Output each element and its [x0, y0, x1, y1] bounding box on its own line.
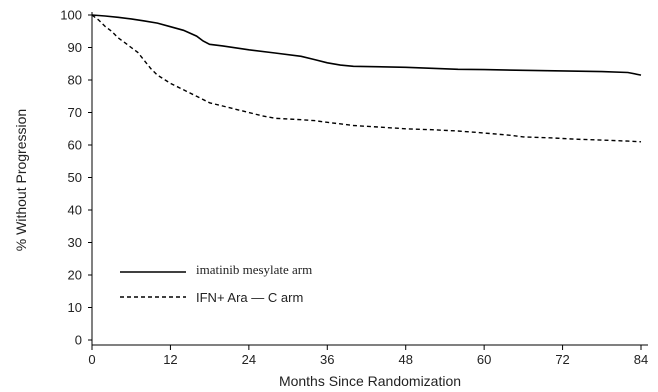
y-tick-label: 50: [68, 170, 82, 185]
y-tick-label: 70: [68, 105, 82, 120]
y-tick-label: 60: [68, 138, 82, 153]
legend: imatinib mesylate arm IFN+ Ara — C arm: [120, 262, 312, 305]
series-layer: [91, 14, 642, 143]
x-axis-title: Months Since Randomization: [279, 373, 461, 389]
x-tick-label: 60: [477, 352, 491, 367]
y-tick-label: 10: [68, 300, 82, 315]
x-tick-label: 84: [634, 352, 648, 367]
series-line-ifn-ara-c: [91, 14, 642, 143]
legend-label-imatinib: imatinib mesylate arm: [196, 262, 312, 277]
y-tick-label: 90: [68, 40, 82, 55]
plot-area: 0 10 20 30 40 50 60 70 80 90 100 0 12 24 36 48 60 72 84: [60, 8, 648, 368]
x-axis-ticks: 0 12 24 36 48 60 72 84: [88, 345, 648, 367]
x-tick-label: 0: [88, 352, 95, 367]
x-tick-label: 48: [398, 352, 412, 367]
x-tick-label: 72: [555, 352, 569, 367]
x-tick-label: 36: [320, 352, 334, 367]
x-tick-label: 12: [163, 352, 177, 367]
y-tick-label: 100: [60, 8, 82, 23]
series-line-imatinib: [91, 14, 642, 76]
y-tick-label: 80: [68, 73, 82, 88]
y-tick-label: 0: [75, 333, 82, 348]
y-tick-label: 20: [68, 268, 82, 283]
x-tick-label: 24: [242, 352, 256, 367]
y-tick-label: 30: [68, 235, 82, 250]
y-tick-label: 40: [68, 203, 82, 218]
y-axis-title: % Without Progression: [13, 109, 29, 251]
legend-label-ifn: IFN+ Ara — C arm: [196, 290, 303, 305]
y-axis-ticks: 0 10 20 30 40 50 60 70 80 90 100: [60, 8, 92, 348]
